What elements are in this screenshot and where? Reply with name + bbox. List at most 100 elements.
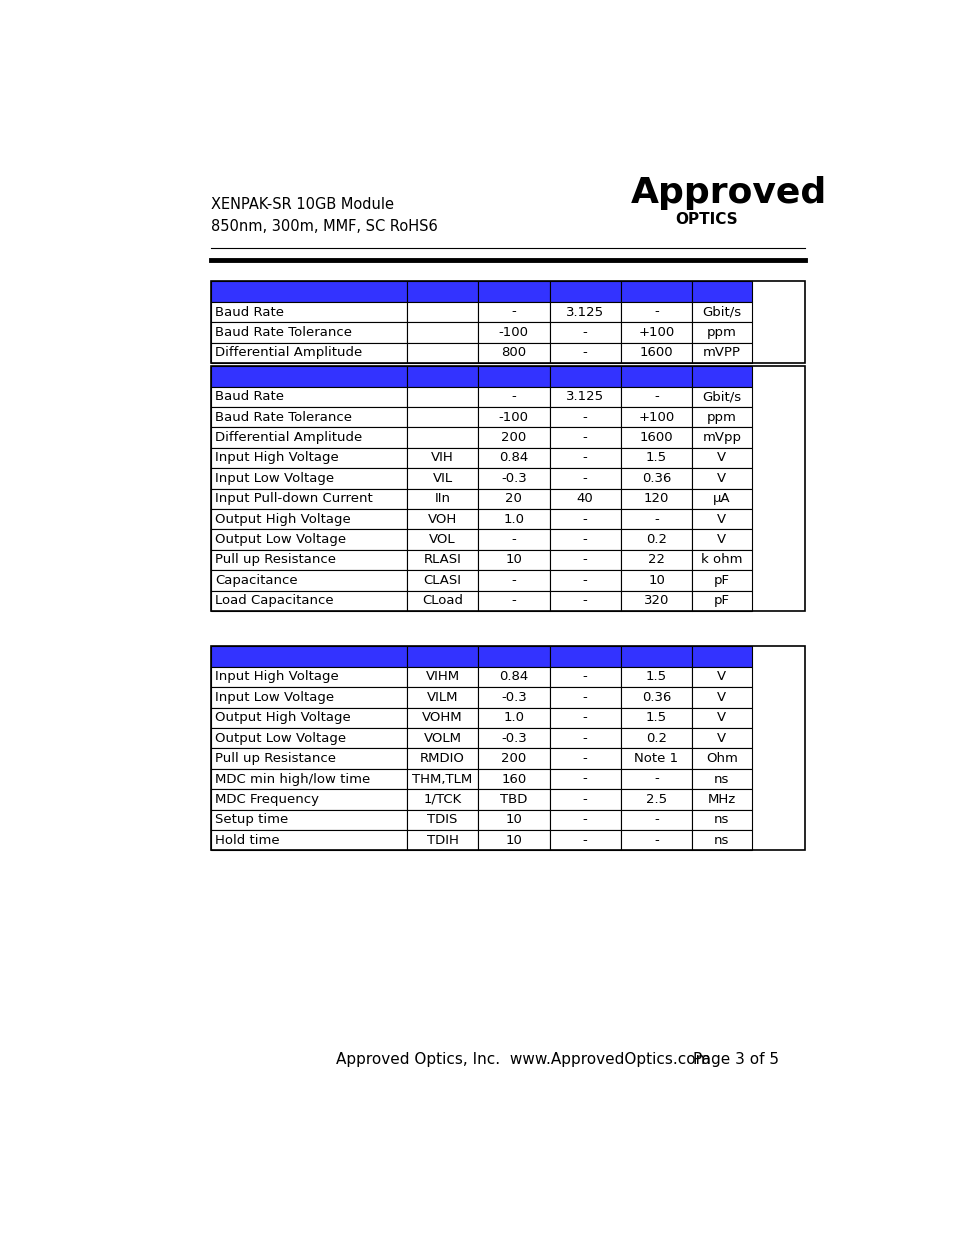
Text: Capacitance: Capacitance: [215, 574, 297, 587]
Text: THM,TLM: THM,TLM: [412, 773, 472, 785]
Bar: [477, 282, 549, 301]
Bar: [620, 708, 692, 727]
Bar: [211, 366, 804, 611]
Text: 850nm, 300m, MMF, SC RoHS6: 850nm, 300m, MMF, SC RoHS6: [211, 219, 437, 233]
Bar: [477, 830, 549, 851]
Bar: [211, 448, 406, 468]
Bar: [549, 550, 620, 571]
Text: -: -: [582, 752, 587, 766]
Text: 160: 160: [500, 773, 526, 785]
Bar: [211, 322, 406, 342]
Text: -: -: [582, 834, 587, 847]
Bar: [692, 810, 751, 830]
Bar: [211, 810, 406, 830]
Bar: [406, 708, 477, 727]
Bar: [211, 509, 406, 530]
Bar: [692, 727, 751, 748]
Text: 320: 320: [643, 594, 668, 608]
Bar: [692, 708, 751, 727]
Bar: [620, 789, 692, 810]
Text: 1.5: 1.5: [645, 671, 666, 683]
Bar: [477, 342, 549, 363]
Bar: [211, 468, 406, 489]
Text: mVpp: mVpp: [701, 431, 740, 445]
Bar: [620, 769, 692, 789]
Bar: [406, 509, 477, 530]
Text: -: -: [654, 814, 659, 826]
Text: Pull up Resistance: Pull up Resistance: [215, 553, 336, 567]
Bar: [211, 301, 406, 322]
Bar: [692, 646, 751, 667]
Text: k ohm: k ohm: [700, 553, 741, 567]
Bar: [549, 830, 620, 851]
Text: Input High Voltage: Input High Voltage: [215, 452, 338, 464]
Bar: [692, 489, 751, 509]
Bar: [620, 727, 692, 748]
Text: 20: 20: [505, 493, 521, 505]
Text: V: V: [717, 452, 725, 464]
Bar: [477, 448, 549, 468]
Text: -: -: [582, 814, 587, 826]
Text: -: -: [582, 793, 587, 806]
Bar: [692, 789, 751, 810]
Text: 40: 40: [577, 493, 593, 505]
Bar: [211, 282, 406, 301]
Text: 3.125: 3.125: [565, 390, 603, 403]
Bar: [620, 810, 692, 830]
Bar: [477, 810, 549, 830]
Text: pF: pF: [713, 594, 729, 608]
Bar: [211, 427, 406, 448]
Text: Output High Voltage: Output High Voltage: [215, 513, 351, 526]
Bar: [477, 322, 549, 342]
Bar: [406, 571, 477, 590]
Text: VOL: VOL: [429, 534, 456, 546]
Bar: [620, 322, 692, 342]
Bar: [406, 387, 477, 406]
Bar: [620, 667, 692, 687]
Text: VOH: VOH: [428, 513, 456, 526]
Text: V: V: [717, 711, 725, 724]
Text: V: V: [717, 513, 725, 526]
Text: pF: pF: [713, 574, 729, 587]
Text: 200: 200: [500, 752, 526, 766]
Text: V: V: [717, 472, 725, 485]
Text: Differential Amplitude: Differential Amplitude: [215, 346, 362, 359]
Text: -: -: [654, 834, 659, 847]
Bar: [477, 687, 549, 708]
Bar: [406, 789, 477, 810]
Text: 120: 120: [643, 493, 668, 505]
Bar: [406, 727, 477, 748]
Bar: [406, 810, 477, 830]
Bar: [477, 489, 549, 509]
Bar: [211, 667, 406, 687]
Bar: [549, 282, 620, 301]
Text: -: -: [582, 410, 587, 424]
Bar: [477, 366, 549, 387]
Text: Baud Rate: Baud Rate: [215, 390, 284, 403]
Text: Approved: Approved: [630, 175, 826, 210]
Bar: [477, 509, 549, 530]
Text: -: -: [582, 671, 587, 683]
Bar: [406, 427, 477, 448]
Bar: [211, 406, 406, 427]
Bar: [477, 301, 549, 322]
Text: Baud Rate: Baud Rate: [215, 305, 284, 319]
Text: V: V: [717, 690, 725, 704]
Bar: [692, 342, 751, 363]
Bar: [692, 550, 751, 571]
Text: -: -: [582, 594, 587, 608]
Bar: [211, 387, 406, 406]
Text: Ohm: Ohm: [705, 752, 737, 766]
Bar: [406, 769, 477, 789]
Text: 0.2: 0.2: [645, 534, 666, 546]
Text: VILM: VILM: [426, 690, 457, 704]
Bar: [549, 448, 620, 468]
Text: -: -: [654, 773, 659, 785]
Text: Differential Amplitude: Differential Amplitude: [215, 431, 362, 445]
Text: -: -: [511, 594, 516, 608]
Text: Output Low Voltage: Output Low Voltage: [215, 731, 346, 745]
Text: 1.5: 1.5: [645, 452, 666, 464]
Bar: [620, 830, 692, 851]
Bar: [549, 301, 620, 322]
Bar: [477, 708, 549, 727]
